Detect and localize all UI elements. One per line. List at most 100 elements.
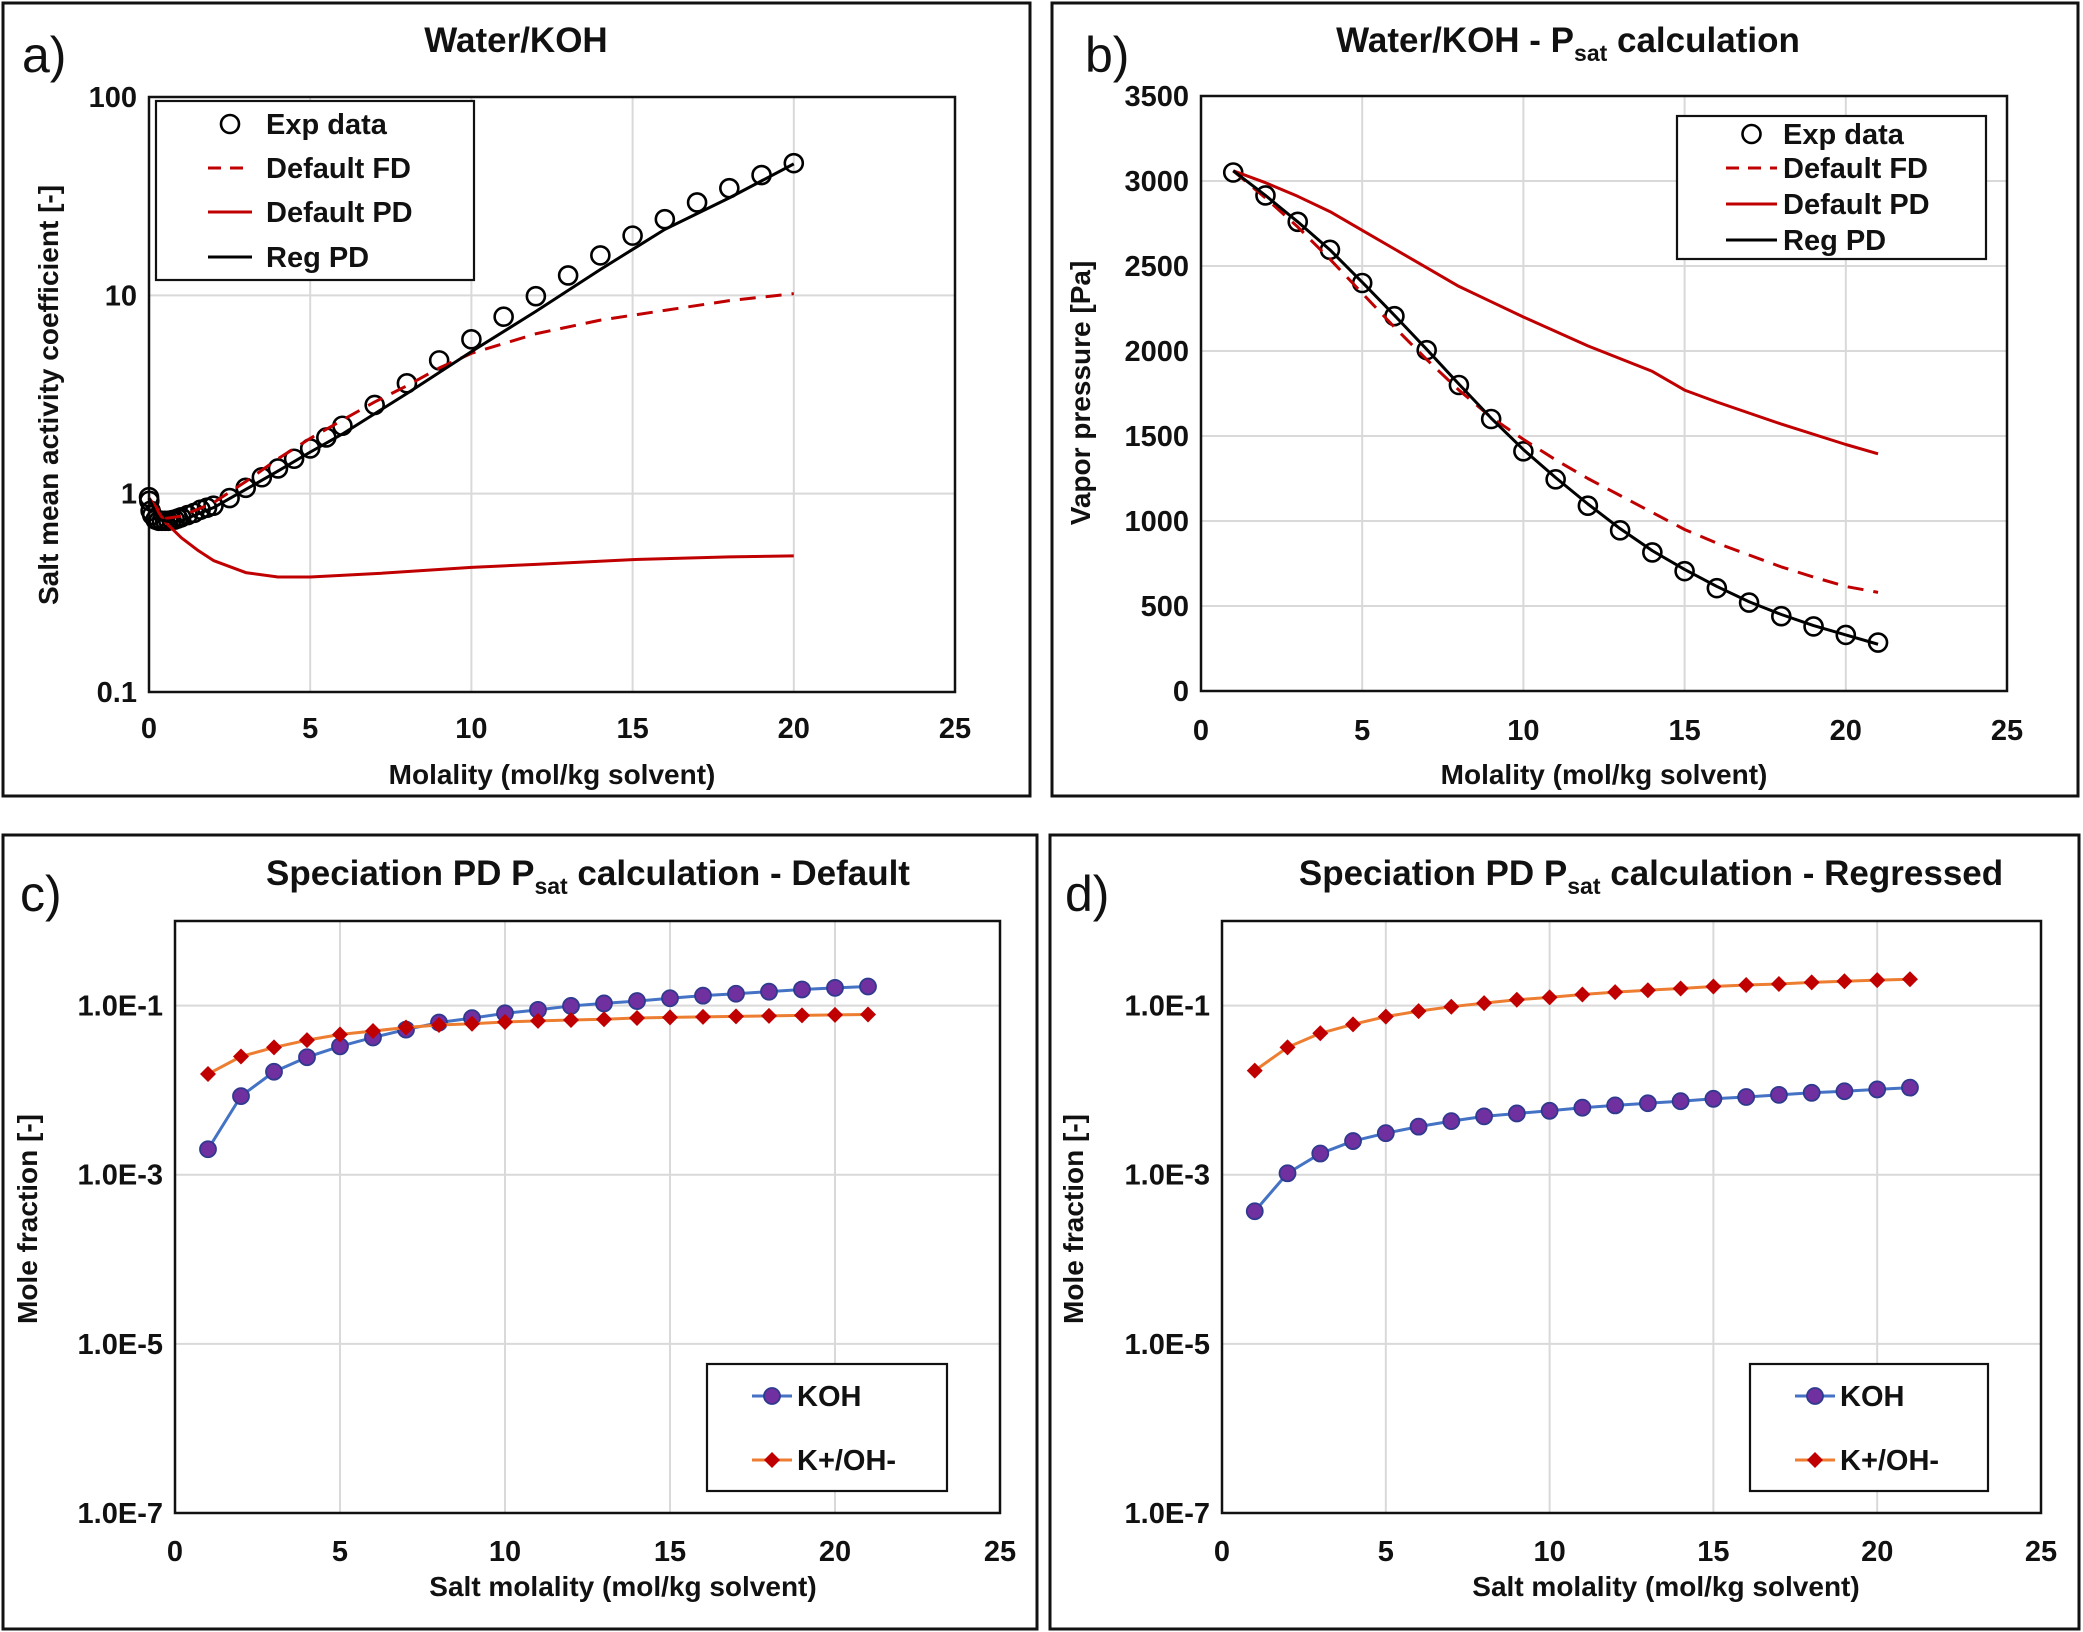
chart-title-rest: calculation - Regressed bbox=[1601, 854, 2004, 893]
data-point bbox=[266, 1039, 282, 1056]
y-tick-label: 1500 bbox=[1124, 421, 1189, 453]
data-point bbox=[1705, 978, 1722, 995]
data-point bbox=[728, 1008, 744, 1025]
legend-marker-swatch bbox=[1741, 123, 1762, 145]
chart-title-rest: calculation bbox=[1607, 21, 1800, 60]
panel-letter: d) bbox=[1065, 866, 1109, 922]
legend-entry: Reg PD bbox=[208, 242, 369, 274]
legend: Exp data Default FD Default PD Reg PD bbox=[154, 99, 476, 282]
y-tick-label: 2500 bbox=[1124, 251, 1189, 283]
data-point bbox=[199, 1140, 217, 1159]
x-tick-label: 20 bbox=[819, 1536, 851, 1568]
data-point bbox=[761, 1007, 777, 1024]
data-point bbox=[793, 980, 811, 999]
data-point bbox=[622, 225, 643, 246]
y-tick-label: 1.0E-7 bbox=[78, 1498, 163, 1530]
series-default-pd bbox=[147, 497, 794, 579]
data-point bbox=[590, 245, 611, 266]
x-tick-label: 0 bbox=[1193, 715, 1209, 747]
plot-area bbox=[1220, 919, 2043, 1515]
legend-label: KOH bbox=[1840, 1381, 1904, 1413]
legend-label: Reg PD bbox=[1783, 225, 1886, 257]
legend-marker-swatch bbox=[763, 1387, 781, 1405]
plot-area bbox=[1199, 94, 2009, 693]
legend-box bbox=[154, 99, 476, 282]
legend-entry: Reg PD bbox=[1726, 225, 1886, 257]
data-point bbox=[557, 265, 579, 286]
data-point bbox=[596, 1011, 612, 1028]
data-point bbox=[1704, 1089, 1723, 1108]
data-point bbox=[686, 192, 708, 213]
x-tick-label: 5 bbox=[1378, 1536, 1394, 1568]
legend: KOH K+/OH- bbox=[705, 1362, 949, 1493]
y-tick-label: 1.0E-3 bbox=[78, 1160, 163, 1192]
y-axis-title: Salt mean activity coefficient [-] bbox=[33, 185, 64, 605]
data-point bbox=[1443, 998, 1460, 1015]
data-point bbox=[563, 1012, 579, 1029]
legend-label: K+/OH- bbox=[1840, 1445, 1939, 1477]
x-axis-title: Molality (mol/kg solvent) bbox=[1441, 759, 1768, 790]
data-point bbox=[1287, 211, 1309, 233]
data-point bbox=[727, 984, 745, 1003]
chart-title-main: Speciation PD P bbox=[1299, 854, 1567, 893]
series-line bbox=[147, 162, 795, 524]
data-point bbox=[1279, 1039, 1296, 1056]
data-point bbox=[562, 997, 580, 1015]
data-point bbox=[139, 490, 160, 512]
series-koh bbox=[199, 977, 877, 1159]
series-line bbox=[1232, 169, 1879, 456]
data-point bbox=[1638, 1094, 1657, 1113]
data-point bbox=[464, 1015, 480, 1032]
legend-marker-swatch bbox=[219, 113, 241, 135]
data-point bbox=[530, 1012, 546, 1029]
x-tick-label: 25 bbox=[2025, 1536, 2057, 1568]
data-point bbox=[332, 1026, 348, 1043]
x-tick-label: 15 bbox=[1697, 1536, 1729, 1568]
data-point bbox=[267, 458, 289, 479]
data-point bbox=[1312, 1025, 1329, 1042]
plot-area bbox=[173, 919, 1002, 1515]
legend-marker-swatch bbox=[1806, 1387, 1824, 1405]
series-default-pd bbox=[1232, 169, 1879, 456]
legend-label: KOH bbox=[797, 1381, 861, 1413]
data-point bbox=[265, 1062, 283, 1081]
y-tick-label: 1.0E-5 bbox=[78, 1329, 163, 1361]
legend-label: Default PD bbox=[266, 197, 413, 229]
x-tick-label: 10 bbox=[1507, 715, 1539, 747]
data-point bbox=[760, 982, 778, 1001]
data-point bbox=[1448, 374, 1470, 396]
data-point bbox=[461, 329, 482, 350]
chart-panel-a: 0 5 10 15 20 25 0.1 1 10 100 Exp data Default FD Def… bbox=[1, 1, 1032, 798]
legend-label: Default FD bbox=[1783, 153, 1928, 185]
series-line bbox=[147, 292, 794, 520]
legend-label: Default PD bbox=[1783, 189, 1930, 221]
data-point bbox=[1476, 995, 1493, 1012]
panel-letter: b) bbox=[1085, 27, 1129, 83]
y-tick-label: 500 bbox=[1141, 591, 1189, 623]
x-tick-label: 10 bbox=[455, 713, 487, 745]
data-point bbox=[1672, 980, 1689, 997]
legend-box bbox=[705, 1362, 949, 1493]
data-point bbox=[299, 1032, 315, 1049]
data-point bbox=[251, 466, 273, 488]
legend-entry: KOH bbox=[1795, 1381, 1904, 1413]
x-axis-title: Molality (mol/kg solvent) bbox=[389, 759, 716, 790]
data-point bbox=[1480, 408, 1502, 430]
data-point bbox=[1868, 1080, 1887, 1099]
data-point bbox=[1869, 972, 1886, 989]
data-point bbox=[1671, 1092, 1690, 1111]
data-point bbox=[283, 448, 305, 470]
legend-entry: Exp data bbox=[1741, 119, 1905, 151]
data-point bbox=[1706, 577, 1728, 599]
chart-title: Water/KOH bbox=[424, 21, 607, 60]
chart-panel-b: 0 5 10 15 20 25 0 500 1000 1500 2000 2500 3000 3500 Ex… bbox=[1050, 1, 2080, 798]
data-point bbox=[827, 1006, 843, 1023]
data-point bbox=[1222, 162, 1244, 183]
data-point bbox=[1577, 495, 1599, 517]
chart-title-main: Speciation PD P bbox=[266, 854, 534, 893]
x-tick-label: 15 bbox=[1668, 715, 1700, 747]
data-point bbox=[1835, 624, 1857, 646]
data-point bbox=[1246, 1062, 1263, 1079]
chart-title: Speciation PD Psat calculation - Default bbox=[266, 854, 910, 899]
data-point bbox=[695, 1008, 711, 1025]
